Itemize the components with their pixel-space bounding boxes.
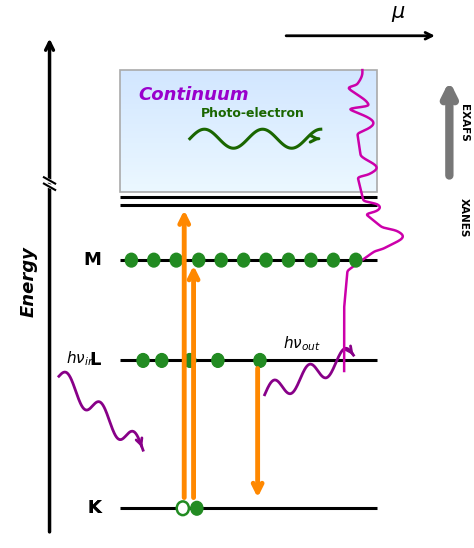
Circle shape bbox=[191, 501, 203, 515]
Bar bbox=[119, 131, 377, 133]
Circle shape bbox=[350, 253, 362, 267]
Text: K: K bbox=[87, 499, 101, 517]
Bar bbox=[119, 174, 377, 177]
Circle shape bbox=[260, 253, 272, 267]
Bar bbox=[119, 187, 377, 189]
Circle shape bbox=[192, 253, 205, 267]
Bar bbox=[119, 121, 377, 123]
Bar bbox=[119, 109, 377, 111]
Bar bbox=[119, 133, 377, 136]
Text: XANES: XANES bbox=[459, 198, 469, 238]
Bar bbox=[119, 111, 377, 114]
Bar bbox=[119, 184, 377, 187]
Text: Energy: Energy bbox=[19, 246, 37, 317]
Bar bbox=[119, 160, 377, 162]
Bar bbox=[119, 143, 377, 145]
Bar bbox=[119, 165, 377, 167]
Bar bbox=[119, 77, 377, 80]
Bar bbox=[119, 153, 377, 155]
Bar bbox=[119, 179, 377, 182]
Bar bbox=[119, 97, 377, 99]
Bar bbox=[119, 136, 377, 138]
Bar bbox=[119, 177, 377, 179]
Bar bbox=[119, 126, 377, 128]
Text: $\mu$: $\mu$ bbox=[391, 4, 405, 24]
Bar bbox=[119, 157, 377, 160]
Bar bbox=[119, 104, 377, 106]
Text: Continuum: Continuum bbox=[138, 86, 249, 104]
Text: L: L bbox=[90, 351, 101, 369]
Circle shape bbox=[125, 253, 137, 267]
Circle shape bbox=[137, 353, 149, 367]
Bar bbox=[119, 89, 377, 92]
Circle shape bbox=[184, 353, 196, 367]
Bar bbox=[119, 119, 377, 121]
Text: K: K bbox=[87, 499, 101, 517]
Circle shape bbox=[254, 353, 266, 367]
Circle shape bbox=[212, 353, 224, 367]
Circle shape bbox=[155, 353, 168, 367]
Bar bbox=[119, 145, 377, 148]
Bar bbox=[119, 150, 377, 153]
Bar bbox=[119, 70, 377, 72]
Text: Photo-electron: Photo-electron bbox=[201, 107, 305, 120]
Circle shape bbox=[237, 253, 250, 267]
Bar bbox=[119, 128, 377, 131]
Bar bbox=[119, 92, 377, 94]
Bar bbox=[119, 82, 377, 84]
Bar bbox=[119, 114, 377, 116]
Text: EXAFS: EXAFS bbox=[459, 104, 469, 142]
Text: M: M bbox=[83, 251, 101, 269]
Circle shape bbox=[170, 253, 182, 267]
Bar bbox=[119, 155, 377, 157]
Bar bbox=[119, 94, 377, 97]
Text: $h\nu_{in}$: $h\nu_{in}$ bbox=[66, 350, 95, 368]
Bar bbox=[119, 84, 377, 87]
Bar bbox=[119, 140, 377, 143]
Bar bbox=[119, 70, 377, 191]
Bar bbox=[119, 162, 377, 165]
Bar bbox=[119, 172, 377, 174]
Bar bbox=[119, 106, 377, 109]
Bar bbox=[119, 189, 377, 191]
Text: $h\nu_{out}$: $h\nu_{out}$ bbox=[283, 334, 321, 352]
Bar bbox=[119, 75, 377, 77]
Bar bbox=[119, 72, 377, 75]
Bar bbox=[119, 99, 377, 102]
Circle shape bbox=[215, 253, 227, 267]
Bar bbox=[119, 182, 377, 184]
Circle shape bbox=[328, 253, 339, 267]
Bar bbox=[119, 80, 377, 82]
Bar bbox=[119, 138, 377, 140]
Bar bbox=[119, 167, 377, 170]
Bar bbox=[119, 116, 377, 119]
Circle shape bbox=[177, 501, 189, 515]
Circle shape bbox=[305, 253, 317, 267]
Bar bbox=[119, 170, 377, 172]
Bar bbox=[119, 87, 377, 89]
Circle shape bbox=[148, 253, 160, 267]
Circle shape bbox=[283, 253, 294, 267]
Bar bbox=[119, 123, 377, 126]
Bar bbox=[119, 102, 377, 104]
Bar bbox=[119, 148, 377, 150]
